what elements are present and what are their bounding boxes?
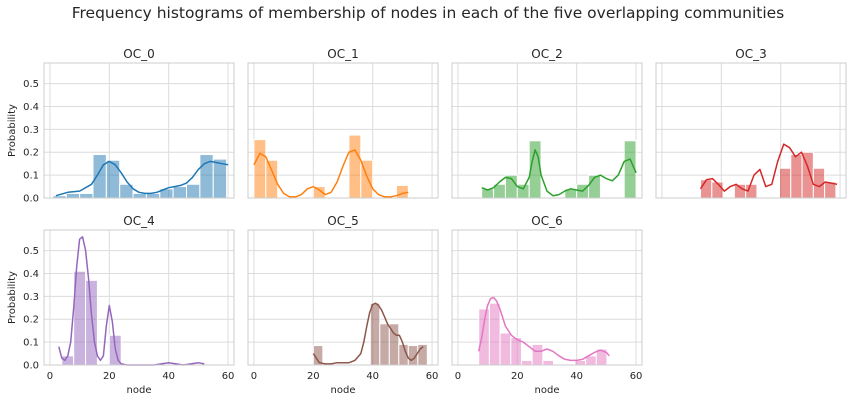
panel-oc-6: OC_6 0 20 40 60 node (451, 214, 643, 396)
x-tick-label: 60 (630, 371, 643, 382)
panel-title: OC_5 (327, 214, 358, 228)
x-tick-label: 0 (455, 371, 461, 382)
histogram-bar (779, 167, 792, 199)
panel-oc-3: OC_3 (655, 47, 847, 199)
panel-frame (247, 62, 439, 199)
histogram-bar (172, 186, 187, 199)
histogram-bar (212, 158, 228, 199)
panel-frame (43, 62, 235, 199)
figure-title: Frequency histograms of membership of no… (71, 4, 785, 22)
histogram-bar (395, 184, 409, 199)
histogram-bar (379, 323, 390, 366)
kde-curve (477, 296, 610, 362)
histogram-bar (65, 192, 81, 199)
kde-curve (312, 302, 424, 365)
x-tick-label: 20 (511, 371, 524, 382)
x-tick-label: 40 (366, 371, 379, 382)
x-axis-label: node (535, 385, 560, 396)
panel-frame (451, 229, 643, 366)
histogram-bar (79, 192, 94, 199)
panel-oc-4: OC_4 0.0 0.1 0.2 0.3 0.4 0.5 Probability 0 20 40 60… (7, 214, 235, 396)
panel-frame (655, 62, 847, 199)
histogram-bar (488, 302, 501, 366)
kde-curve (481, 149, 637, 197)
panel-title: OC_4 (123, 214, 154, 228)
panel-oc-0: OC_0 0.0 0.1 0.2 0.3 0.4 0.5 Probability (7, 47, 235, 205)
x-tick-label: 60 (426, 371, 439, 382)
panel-oc-5: OC_5 0 20 40 60 node (247, 214, 439, 396)
x-tick-label: 40 (570, 371, 583, 382)
histogram-bar (132, 192, 147, 199)
x-tick-label: 60 (222, 371, 235, 382)
y-tick-label: 0.2 (23, 315, 39, 326)
x-axis-label: node (127, 385, 152, 396)
x-tick-label: 40 (162, 371, 175, 382)
histogram-bar (186, 183, 201, 199)
histogram-bar (790, 154, 803, 199)
histogram-bar (510, 337, 522, 366)
histogram-bar (253, 139, 267, 199)
kde-curve (253, 149, 409, 198)
panel-title: OC_0 (123, 47, 154, 61)
histogram-bar (542, 359, 555, 366)
x-tick-label: 0 (47, 371, 53, 382)
histogram-bar (348, 134, 362, 199)
histogram-bar (92, 154, 107, 199)
x-tick-label: 20 (103, 371, 116, 382)
histogram-bar (478, 308, 490, 366)
x-tick-label: 20 (307, 371, 320, 382)
panel-title: OC_2 (531, 47, 562, 61)
x-axis-label: node (331, 385, 356, 396)
panel-frame (247, 229, 439, 366)
panel-oc-2: OC_2 (451, 47, 643, 199)
panel-title: OC_6 (531, 214, 562, 228)
histogram-bar (516, 183, 530, 199)
y-axis-label: Probability (7, 271, 18, 324)
histogram-bar (700, 179, 713, 199)
y-tick-label: 0.1 (23, 171, 39, 182)
x-tick-label: 0 (251, 371, 257, 382)
histogram-bar (105, 159, 121, 199)
histogram-bar (499, 332, 512, 366)
kde-curve (55, 160, 229, 197)
y-tick-label: 0.0 (23, 194, 39, 205)
panel-title: OC_3 (735, 47, 766, 61)
histogram-bar (85, 279, 98, 366)
histogram-bar (531, 343, 544, 366)
y-tick-label: 0.4 (23, 269, 39, 280)
y-tick-label: 0.5 (23, 79, 39, 90)
y-tick-label: 0.0 (23, 361, 39, 372)
histogram-bar (369, 302, 381, 366)
panel-frame (451, 62, 643, 199)
panel-frame (43, 229, 235, 366)
y-tick-label: 0.3 (23, 125, 39, 136)
y-axis-label: Probability (7, 104, 18, 157)
y-tick-label: 0.2 (23, 148, 39, 159)
y-tick-label: 0.5 (23, 246, 39, 257)
y-tick-label: 0.1 (23, 338, 39, 349)
y-tick-label: 0.4 (23, 102, 39, 113)
y-tick-label: 0.3 (23, 292, 39, 303)
kde-curve (699, 143, 838, 192)
panel-oc-1: OC_1 (247, 47, 439, 199)
histogram-bar (520, 359, 533, 366)
panel-title: OC_1 (327, 47, 358, 61)
